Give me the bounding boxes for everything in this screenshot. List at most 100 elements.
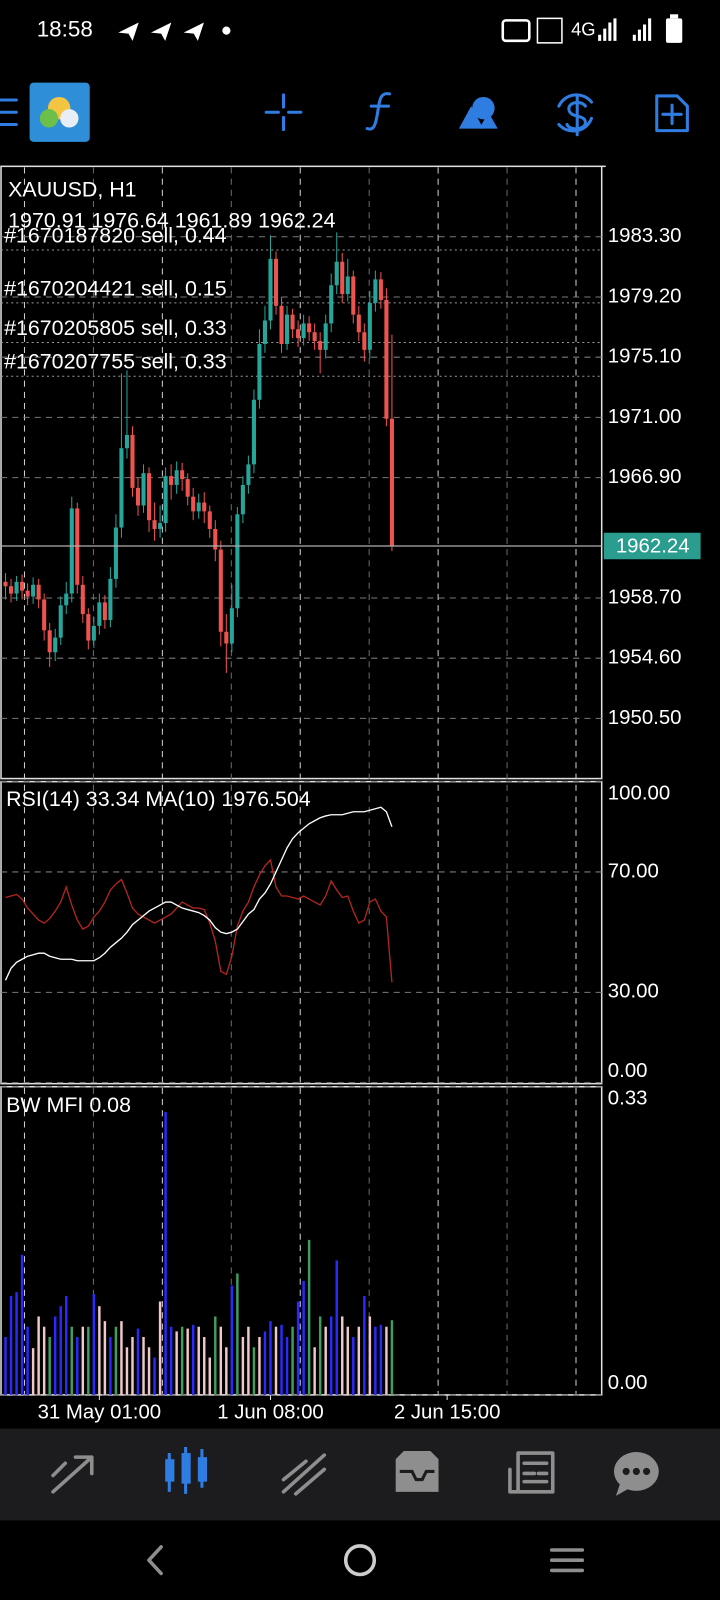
candle-body: [279, 305, 284, 344]
bar: [136, 1328, 140, 1395]
candle-body: [202, 502, 207, 512]
candle-body: [356, 314, 361, 333]
candle-body: [296, 329, 301, 339]
bar: [15, 1292, 18, 1395]
ma-name: MA(10): [145, 787, 215, 811]
candle-body: [285, 314, 290, 344]
history-tab[interactable]: [395, 1451, 439, 1492]
bar: [180, 1326, 184, 1395]
candle-body: [163, 476, 168, 524]
bar: [109, 1337, 112, 1395]
bar: [230, 1285, 234, 1395]
bar: [186, 1328, 189, 1395]
y-tick-label: 100.00: [608, 782, 670, 804]
bar: [4, 1337, 7, 1395]
home-button[interactable]: [343, 1544, 377, 1577]
bar: [379, 1324, 383, 1395]
candle-body: [36, 584, 41, 600]
order-label: #1670204421 sell, 0.15: [4, 276, 227, 300]
plot: 1983.30 1979.20 1975.10 1971.00 1966.90 1958.…: [1, 223, 701, 1424]
candle-body: [312, 332, 317, 342]
candle-body: [53, 637, 58, 653]
candle-body: [373, 279, 378, 303]
candle-body: [262, 320, 268, 344]
candle-body: [97, 602, 102, 626]
candle-body: [268, 258, 273, 321]
y-tick-label: 1983.30: [608, 225, 682, 247]
crosshair-tool[interactable]: [264, 93, 303, 132]
bar: [164, 1111, 167, 1395]
menu-button[interactable]: [0, 98, 18, 127]
bar: [302, 1280, 305, 1395]
candle-body: [108, 578, 113, 621]
bar: [225, 1347, 228, 1395]
back-button[interactable]: [147, 1545, 163, 1576]
y-tick-label: 0.33: [608, 1087, 648, 1109]
trade-tool[interactable]: [557, 93, 594, 137]
bar: [59, 1306, 62, 1395]
close: 1962.24: [258, 208, 335, 232]
recents-button[interactable]: [549, 1548, 585, 1573]
bar: [219, 1326, 223, 1395]
news-tab[interactable]: [508, 1451, 555, 1494]
open: 1970.91: [8, 208, 85, 232]
order-label: #1670205805 sell, 0.33: [4, 316, 227, 340]
candle-body: [191, 496, 196, 512]
candle-body: [152, 520, 157, 529]
candle-body: [135, 487, 141, 506]
chart-tab[interactable]: [165, 1446, 208, 1494]
symbol-label: XAUUSD, H1: [8, 177, 136, 201]
chat-tab[interactable]: [613, 1452, 659, 1496]
pane-borders: [0, 165, 606, 1396]
candle-body: [362, 332, 367, 350]
bar: [374, 1326, 377, 1395]
candle-body: [169, 476, 174, 485]
candle-body: [113, 527, 118, 579]
bar: [329, 1316, 333, 1395]
candle-body: [384, 299, 389, 419]
bar: [291, 1326, 294, 1395]
bar: [20, 1254, 24, 1395]
bar: [158, 1301, 162, 1395]
bar: [175, 1331, 178, 1395]
price-tag: [603, 532, 701, 560]
candle-body: [174, 470, 179, 485]
candle-body: [91, 625, 96, 641]
high: 1976.64: [91, 208, 168, 232]
bar: [296, 1301, 300, 1395]
candle-body: [69, 508, 74, 594]
candle-body: [20, 581, 25, 591]
quotes-tab[interactable]: [51, 1455, 94, 1494]
new-order[interactable]: [655, 94, 689, 133]
candle-body: [180, 470, 185, 480]
bar: [53, 1316, 57, 1395]
bar: [65, 1295, 68, 1395]
indicators-tool[interactable]: [365, 92, 392, 131]
candle-body: [251, 399, 256, 465]
y-tick-label: 1950.50: [608, 707, 682, 729]
indicator-line: [4, 806, 393, 981]
rsi-readout: RSI(14) 33.34 MA(10) 1976.504: [6, 787, 311, 811]
bar: [92, 1294, 96, 1395]
candle-body: [351, 276, 356, 315]
candle-body: [389, 418, 394, 547]
ohlc-readout: 1970.91 1976.64 1961.89 1962.24: [8, 208, 335, 232]
trade-tab[interactable]: [281, 1453, 327, 1496]
bar: [203, 1337, 206, 1395]
rsi-name: RSI(14): [6, 787, 80, 811]
bar: [357, 1326, 361, 1395]
candle-body: [323, 323, 328, 350]
objects-tool[interactable]: [458, 96, 498, 129]
bar: [208, 1357, 211, 1395]
bar: [258, 1337, 261, 1395]
bar: [341, 1316, 344, 1395]
app-logo[interactable]: [29, 82, 90, 142]
clock: 18:58: [37, 17, 93, 42]
bar: [81, 1326, 85, 1395]
y-tick-label: 1975.10: [608, 346, 682, 368]
bar: [285, 1337, 289, 1395]
bar: [368, 1316, 372, 1395]
candle-body: [218, 549, 223, 632]
bar: [103, 1321, 107, 1395]
